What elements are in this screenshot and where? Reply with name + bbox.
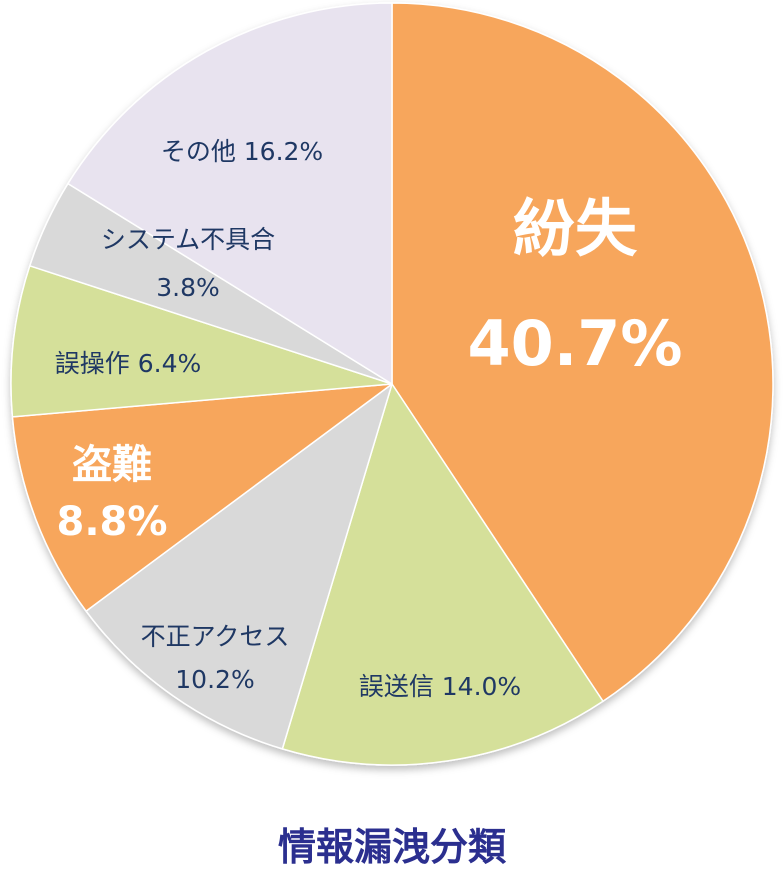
pie-slice bbox=[281, 383, 604, 766]
slice-label: 誤送信 14.0% bbox=[359, 672, 521, 701]
slice-label: 10.2% bbox=[175, 665, 254, 694]
pie-slice bbox=[67, 2, 393, 385]
slice-label: 誤操作 6.4% bbox=[55, 349, 201, 378]
pie-slices bbox=[10, 2, 774, 766]
pie-slice bbox=[85, 383, 393, 750]
slice-label: 3.8% bbox=[156, 273, 220, 302]
slice-label: 不正アクセス bbox=[141, 622, 290, 651]
chart-title: 情報漏洩分類 bbox=[278, 825, 507, 869]
pie-labels: 紛失 40.7% 誤送信 14.0% 不正アクセス 10.2% 盗難 8.8% 誤操作 6.4… bbox=[55, 137, 683, 701]
slice-label: システム不具合 bbox=[101, 225, 275, 254]
slice-label: 40.7% bbox=[467, 307, 682, 380]
slice-label: 紛失 bbox=[513, 192, 638, 265]
pie-slice bbox=[10, 265, 393, 418]
slice-label: 8.8% bbox=[57, 499, 168, 545]
slice-label: 盗難 bbox=[72, 442, 152, 488]
slice-label: その他 16.2% bbox=[161, 137, 323, 166]
pie-slice bbox=[11, 383, 393, 612]
